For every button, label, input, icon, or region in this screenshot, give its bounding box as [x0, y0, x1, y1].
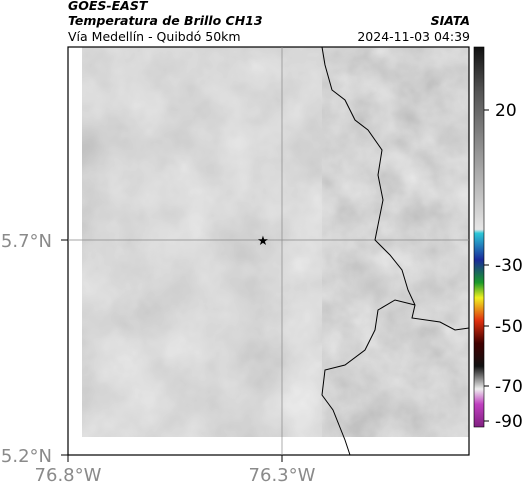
colorbar-tick-label: 20: [495, 101, 517, 121]
lon-tick-label: 76.3°W: [249, 465, 316, 486]
satellite-image: [82, 47, 469, 437]
colorbar: [473, 46, 485, 428]
colorbar-tick-label: -90: [495, 412, 523, 432]
colorbar-tick-label: -70: [495, 377, 523, 397]
map-frame: [67, 46, 470, 456]
title: GOES-EAST: [68, 0, 149, 13]
timestamp: 2024-11-03 04:39: [357, 29, 470, 44]
lat-tick-label: 5.7°N: [1, 231, 52, 252]
labels: 5.7°N 5.2°N76.8°W 76.3°W 20 -30 -50 -70 -90: [1, 101, 523, 486]
location-marker: ★: [257, 234, 269, 249]
source: SIATA: [431, 13, 470, 28]
border: [321, 46, 470, 456]
subtitle: Temperatura de Brillo CH13: [68, 13, 263, 28]
colorbar-tick-label: -30: [495, 256, 523, 276]
location: Vía Medellín - Quibdó 50km: [68, 29, 241, 44]
lat-tick-label: 5.2°N: [1, 446, 52, 467]
lon-tick-label: 76.8°W: [35, 465, 102, 486]
colorbar-tick-label: -50: [495, 317, 523, 337]
